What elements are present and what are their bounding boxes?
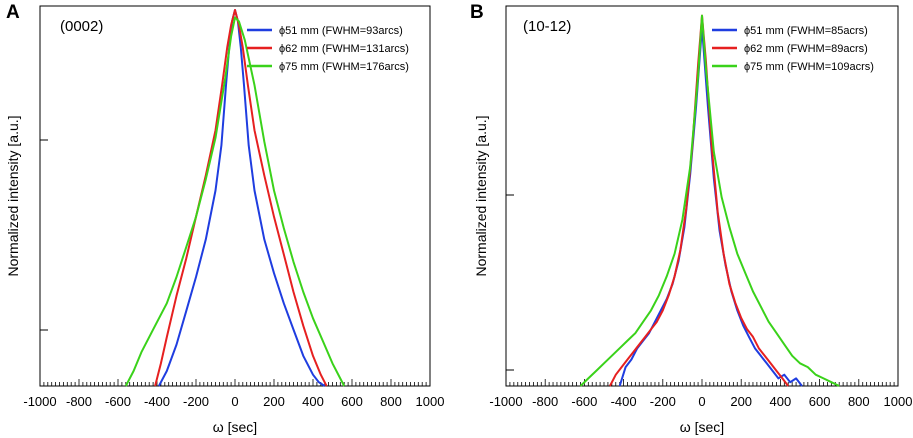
y-axis-title-a: Normalized intensity [a.u.]	[5, 115, 21, 276]
x-axis-title-a: ω [sec]	[213, 419, 257, 435]
x-tick-label-b--400: -400	[611, 394, 637, 409]
x-tick-label-b--1000: -1000	[489, 394, 522, 409]
x-tick-label-a-800: 800	[380, 394, 402, 409]
x-tick-label-a--600: -600	[105, 394, 131, 409]
x-tick-label-b--800: -800	[532, 394, 558, 409]
legend-a: ϕ51 mm (FWHM=93arcs) ϕ62 mm (FWHM=131arc…	[247, 25, 409, 73]
legend-b: ϕ51 mm (FWHM=85acrs) ϕ62 mm (FWHM=89acrs…	[712, 25, 874, 73]
x-ticks-a: -1000 -800 -600 -400 -200 0 200 400 600 800 1000	[23, 139, 445, 409]
x-tick-label-b-800: 800	[848, 394, 870, 409]
y-axis-title-b: Normalized intensity [a.u.]	[473, 115, 489, 276]
x-tick-label-b-200: 200	[730, 394, 752, 409]
legend-entry-a-1: ϕ62 mm (FWHM=131arcs)	[279, 43, 409, 55]
legend-entry-b-1: ϕ62 mm (FWHM=89acrs)	[744, 43, 868, 55]
x-tick-label-a-1000: 1000	[416, 394, 445, 409]
panel-letter-a: A	[6, 2, 20, 23]
x-tick-label-b-600: 600	[809, 394, 831, 409]
x-tick-label-b-0: 0	[698, 394, 705, 409]
series-lines-a	[124, 9, 346, 387]
legend-entry-b-2: ϕ75 mm (FWHM=109acrs)	[744, 61, 874, 73]
panel-a: A (0002) ω [sec] Normalized intensity [a…	[5, 2, 444, 435]
legend-entry-b-0: ϕ51 mm (FWHM=85acrs)	[744, 25, 868, 37]
series-line-a-1	[154, 9, 328, 387]
x-tick-label-b-1000: 1000	[884, 394, 913, 409]
plane-label-b: (10-12)	[523, 18, 571, 35]
legend-entry-a-2: ϕ75 mm (FWHM=176arcs)	[279, 61, 409, 73]
panel-letter-b: B	[470, 2, 484, 23]
x-tick-label-a-400: 400	[302, 394, 324, 409]
x-tick-label-a-0: 0	[231, 394, 238, 409]
series-line-b-2	[579, 14, 840, 387]
series-lines-b	[579, 14, 840, 387]
x-tick-label-b--200: -200	[650, 394, 676, 409]
x-tick-label-a--400: -400	[144, 394, 170, 409]
x-tick-label-a--1000: -1000	[23, 394, 56, 409]
x-tick-label-b-400: 400	[770, 394, 792, 409]
x-tick-label-a--800: -800	[66, 394, 92, 409]
legend-entry-a-0: ϕ51 mm (FWHM=93arcs)	[279, 25, 403, 37]
x-tick-label-b--600: -600	[571, 394, 597, 409]
plane-label-a: (0002)	[60, 18, 103, 35]
series-line-a-2	[124, 16, 346, 387]
x-ticks-b: -1000 -800 -600 -400 -200 0 200 400 600 800 1000	[489, 194, 913, 409]
panel-b: B (10-12) ω [sec] Normalized intensity […	[470, 2, 912, 435]
x-tick-label-a--200: -200	[183, 394, 209, 409]
x-axis-title-b: ω [sec]	[680, 419, 724, 435]
x-tick-label-a-600: 600	[341, 394, 363, 409]
x-tick-label-a-200: 200	[263, 394, 285, 409]
